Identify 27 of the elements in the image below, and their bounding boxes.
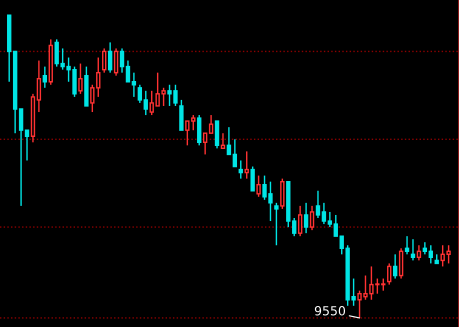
candlestick — [220, 132, 226, 150]
candlestick — [167, 84, 172, 107]
candlestick — [244, 150, 249, 180]
candlestick — [304, 202, 308, 234]
candlestick — [78, 62, 83, 95]
candlestick — [416, 244, 422, 262]
candlestick — [434, 254, 439, 264]
candlestick — [120, 48, 124, 74]
candlestick — [310, 205, 314, 231]
candlestick — [392, 254, 398, 280]
candlestick — [268, 180, 273, 222]
candlestick — [250, 166, 255, 192]
candlestick — [102, 48, 106, 74]
candlestick — [256, 174, 261, 198]
candlestick — [42, 66, 48, 88]
candlestick — [274, 202, 279, 246]
candlestick — [238, 160, 243, 180]
candlestick — [298, 205, 302, 237]
candlestick — [173, 84, 178, 107]
candlestick — [262, 174, 267, 201]
candlestick — [387, 262, 392, 286]
candlestick — [404, 235, 410, 256]
candlestick — [357, 290, 362, 319]
candlestick — [108, 42, 112, 74]
candlestick — [410, 238, 416, 262]
annotation: 9550 — [314, 306, 346, 316]
candlestick — [114, 48, 118, 76]
